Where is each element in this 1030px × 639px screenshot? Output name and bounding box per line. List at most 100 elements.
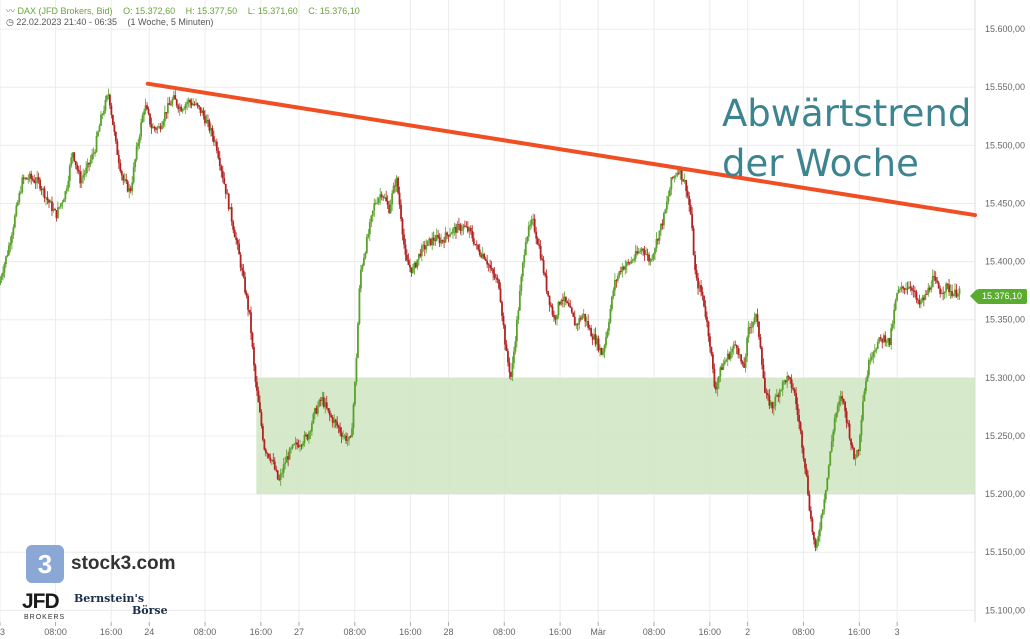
candle-body: [425, 246, 428, 250]
candle-body: [677, 172, 680, 174]
candle-body: [545, 275, 548, 291]
candle-body: [914, 290, 916, 293]
candle-body: [671, 177, 674, 179]
candle-body: [469, 227, 472, 232]
candle-body: [77, 169, 80, 172]
candle-body: [21, 177, 24, 193]
candle-body: [480, 254, 483, 258]
candle-body: [95, 135, 98, 152]
candle-body: [922, 297, 925, 300]
candle-body: [153, 126, 156, 129]
candle-body: [584, 313, 587, 322]
candle-body: [354, 381, 356, 405]
candle-body: [360, 269, 362, 289]
candle-body: [867, 360, 870, 376]
candle-body: [49, 201, 52, 203]
candle-body: [370, 215, 373, 223]
candle-body: [618, 271, 621, 276]
candle-body: [230, 207, 233, 222]
candle-body: [722, 363, 725, 370]
candle-body: [679, 169, 682, 174]
candle-body: [478, 249, 481, 255]
candle-body: [792, 387, 795, 390]
candle-body: [155, 128, 157, 130]
candle-body: [676, 172, 679, 176]
candle-body: [536, 238, 539, 245]
candle-body: [783, 380, 786, 382]
candle-body: [842, 398, 845, 402]
candle-body: [826, 477, 829, 491]
candle-body: [8, 245, 10, 255]
last-price-tag: 15.376,10: [970, 289, 1027, 304]
candle-body: [823, 499, 826, 510]
candle-body: [455, 226, 457, 233]
candle-body: [628, 262, 631, 264]
candle-body: [140, 122, 142, 137]
candle-body: [279, 473, 282, 480]
candle-body: [137, 143, 140, 147]
candle-body: [239, 254, 242, 268]
open-value: O: 15.372,60: [123, 6, 176, 16]
candle-body: [639, 251, 642, 253]
candle-body: [664, 209, 667, 214]
candle-body: [165, 112, 168, 114]
candle-body: [447, 234, 450, 237]
candle-body: [281, 472, 284, 474]
chart-header: 〰 DAX (JFD Brokers, Bid) O: 15.372,60 H:…: [6, 4, 360, 17]
support-zone: [256, 377, 975, 495]
trendline: [145, 81, 977, 218]
candle-body: [156, 127, 159, 130]
candle-body: [949, 291, 952, 293]
candle-body: [902, 286, 904, 289]
candle-body: [492, 269, 495, 274]
y-tick-label: 15.100,00: [985, 605, 1025, 615]
candle-body: [64, 191, 67, 200]
candle-body: [0, 276, 3, 280]
candle-body: [954, 289, 956, 295]
candle-body: [275, 469, 278, 471]
candle-body: [933, 276, 936, 278]
candle-body: [169, 104, 172, 106]
candle-body: [276, 470, 279, 480]
candle-body: [3, 264, 6, 273]
candle-body: [927, 287, 930, 295]
candle-body: [28, 173, 31, 180]
candle-body: [453, 226, 456, 229]
candle-body: [585, 321, 588, 322]
candle-body: [682, 179, 685, 182]
candle-body: [48, 200, 50, 203]
candle-body: [686, 191, 689, 197]
candle-body: [345, 435, 347, 442]
candle-body: [134, 159, 137, 168]
candle-body: [515, 319, 518, 342]
candle-body: [533, 218, 536, 232]
candle-body: [159, 126, 162, 130]
candle-body: [807, 475, 809, 495]
candle-body: [746, 337, 748, 357]
y-tick-label: 15.250,00: [985, 431, 1025, 441]
candle-body: [854, 457, 857, 459]
candle-body: [564, 296, 567, 302]
candle-body: [459, 224, 462, 231]
candle-body: [668, 189, 671, 197]
x-tick-label: 16:00: [250, 627, 273, 637]
candle-body: [952, 294, 955, 297]
candle-body: [175, 99, 178, 106]
candle-body: [147, 109, 150, 114]
candle-body: [781, 381, 784, 390]
candle-body: [885, 342, 888, 343]
candle-body: [570, 307, 573, 313]
candle-body: [946, 283, 949, 285]
candle-body: [178, 106, 181, 110]
candle-body: [573, 316, 576, 326]
candle-body: [609, 308, 612, 323]
candle-body: [817, 536, 820, 542]
candle-body: [815, 541, 818, 548]
candle-body: [98, 125, 101, 132]
candle-body: [539, 245, 542, 259]
candle-body: [414, 262, 417, 268]
candle-body: [325, 402, 328, 409]
candle-body: [367, 234, 370, 237]
candle-body: [786, 375, 789, 383]
candle-body: [27, 179, 30, 180]
